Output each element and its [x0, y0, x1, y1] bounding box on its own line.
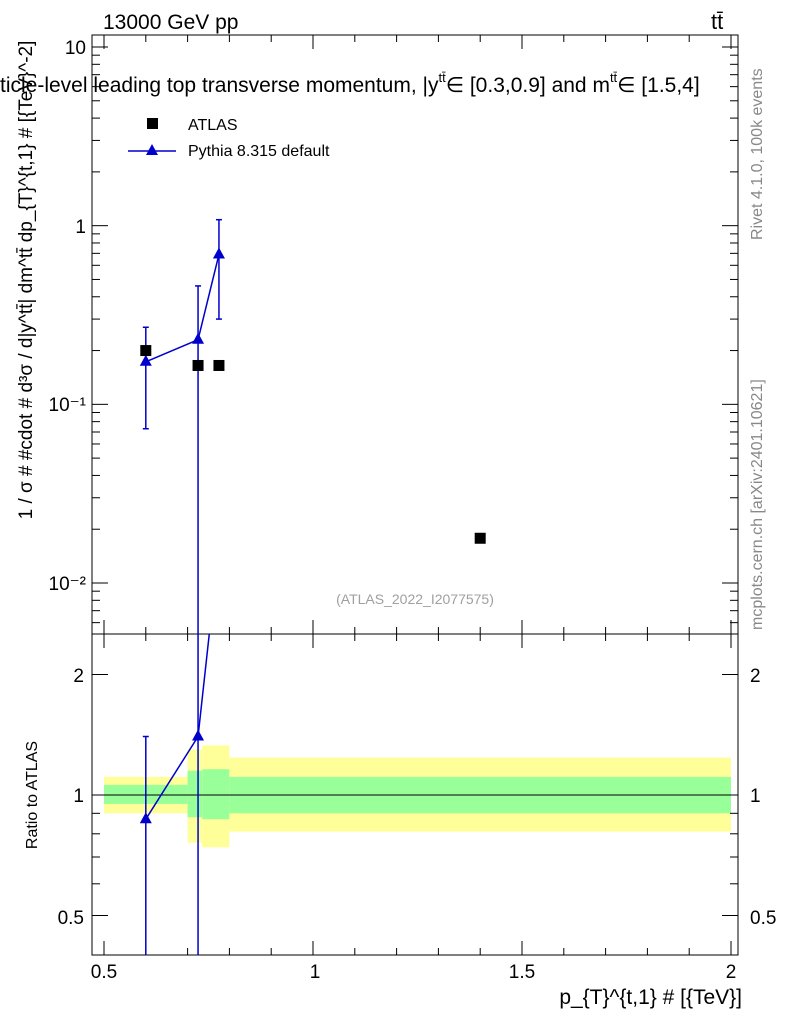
legend: ATLAS Pythia 8.315 default [128, 117, 330, 160]
legend-pythia-label: Pythia 8.315 default [188, 143, 330, 160]
process-label: tt̄ [711, 9, 723, 34]
title-range-2: ∈ [1.5,4] [617, 74, 700, 97]
rivet-label: Rivet 4.1.0, 100k events [749, 68, 766, 240]
title-sup-2: tt̄ [610, 70, 618, 85]
y-tick-label-main: 1 [75, 217, 86, 238]
y-tick-label-ratio-right: 2 [750, 666, 761, 687]
pythia-point [139, 354, 152, 366]
atlas-point [474, 532, 486, 544]
y-axis-label-ratio: Ratio to ATLAS [24, 741, 41, 849]
ratio-band-inner [202, 769, 230, 820]
title-range-1: ∈ [0.3,0.9] and m [446, 74, 610, 97]
analysis-watermark: (ATLAS_2022_I2077575) [336, 591, 494, 607]
y-tick-label-main: 10 [65, 38, 86, 59]
title-main: ticle-level leading top transverse momen… [0, 74, 439, 97]
svg-text:ticle-level leading top transv: ticle-level leading top transverse momen… [0, 70, 700, 97]
y-tick-label-ratio-right: 1 [750, 786, 761, 807]
x-tick-label: 1.5 [509, 962, 535, 983]
pythia-point [192, 332, 205, 344]
x-axis-label: p_{T}^{t,1} # [{TeV}] [559, 986, 742, 1009]
atlas-point [213, 359, 225, 371]
mcplots-label: mcplots.cern.ch [arXiv:2401.10621] [749, 379, 766, 630]
legend-pythia-marker [146, 144, 158, 155]
y-tick-label-ratio-right: 0.5 [750, 908, 776, 929]
ratio-band-inner [187, 770, 203, 818]
title-sup-1: tt̄ [438, 70, 446, 85]
axis-tick-labels: 0.5 1 1.5 2 10⁻² 10⁻¹ 1 10 0.5 1 2 0.5 1… [49, 38, 777, 983]
x-tick-label: 0.5 [91, 962, 117, 983]
atlas-point [192, 359, 204, 371]
y-tick-label-ratio: 1 [73, 786, 84, 807]
main-data-marks [139, 218, 486, 634]
y-tick-label-main: 10⁻² [49, 574, 87, 595]
y-tick-label-ratio: 2 [73, 666, 84, 687]
x-tick-label: 1 [310, 962, 321, 983]
y-tick-label-ratio: 0.5 [58, 908, 84, 929]
pythia-series-line [145, 254, 220, 363]
pythia-ratio-point [192, 729, 205, 741]
x-tick-label: 2 [726, 962, 737, 983]
legend-atlas-marker [147, 118, 158, 129]
axis-ticks [92, 35, 738, 955]
plot-title: ticle-level leading top transverse momen… [0, 70, 700, 97]
legend-atlas-label: ATLAS [188, 117, 238, 134]
atlas-point [140, 345, 152, 357]
pythia-ratio-point [139, 812, 152, 824]
y-tick-label-main: 10⁻¹ [49, 395, 87, 416]
ratio-data-marks [139, 633, 211, 955]
beam-label: 13000 GeV pp [103, 11, 238, 34]
y-axis-label-main: 1 / σ # #cdot # d³σ / d|y^tt̄| dm^tt̄ dp… [16, 41, 37, 520]
pythia-point [212, 247, 225, 259]
